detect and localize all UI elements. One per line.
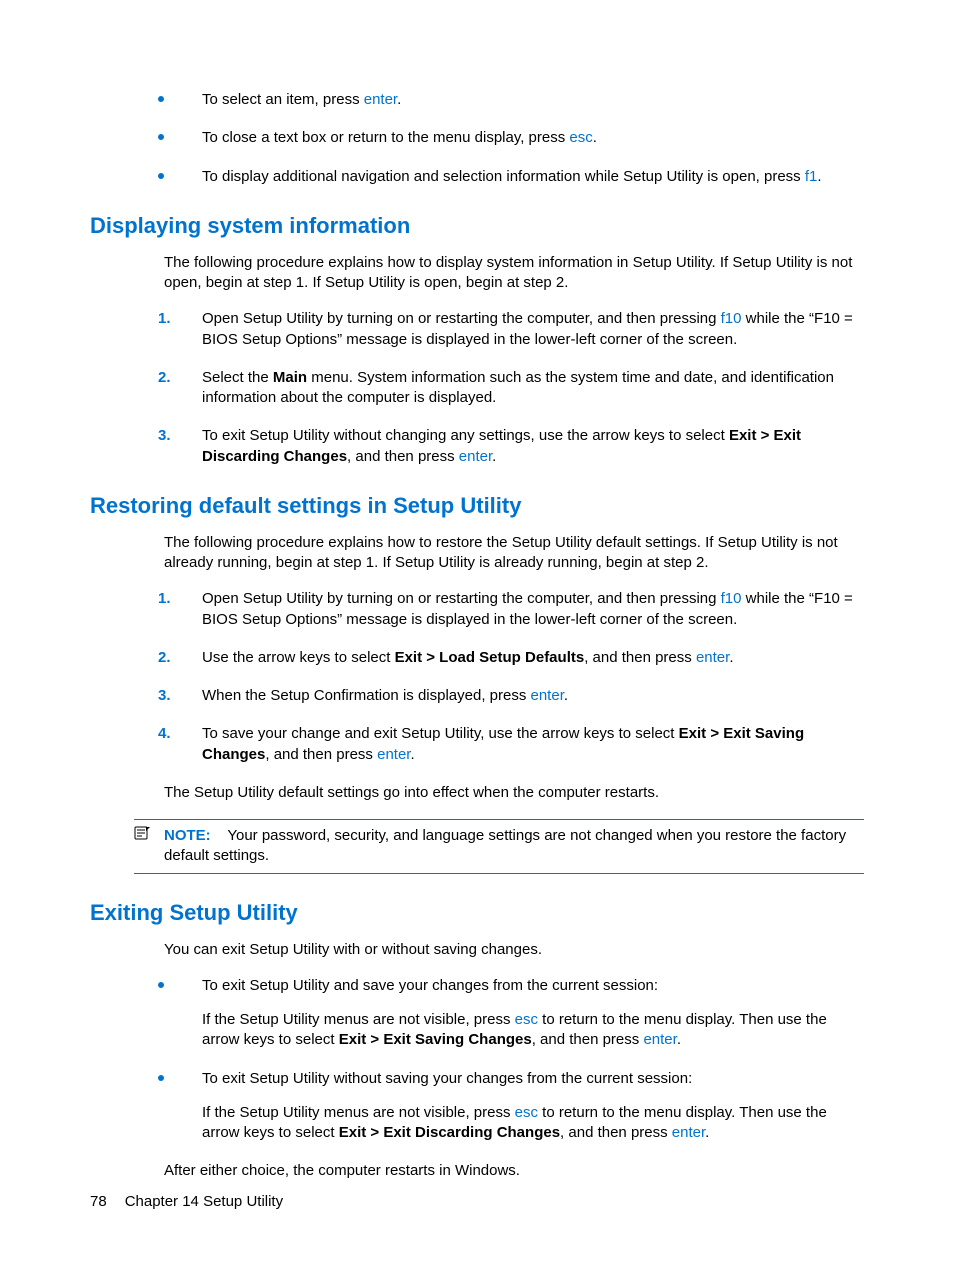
step-item: Use the arrow keys to select Exit > Load… [158, 648, 864, 668]
document-page: To select an item, press enter. To close… [0, 0, 954, 1270]
text: To exit Setup Utility without saving you… [202, 1070, 692, 1087]
text: Open Setup Utility by turning on or rest… [202, 590, 721, 607]
text: , and then press [265, 746, 377, 763]
note-callout: NOTE: Your password, security, and langu… [134, 819, 864, 874]
bold-text: Exit > Load Setup Defaults [395, 649, 585, 666]
text: . [593, 129, 597, 146]
text: , and then press [560, 1124, 672, 1141]
text: , and then press [584, 649, 696, 666]
text: To close a text box or return to the men… [202, 129, 569, 146]
step-item: Open Setup Utility by turning on or rest… [158, 589, 864, 630]
key-name: f10 [721, 590, 742, 607]
list-item: To close a text box or return to the men… [158, 128, 864, 148]
text: When the Setup Confirmation is displayed… [202, 687, 531, 704]
text: To save your change and exit Setup Utili… [202, 725, 679, 742]
heading-displaying-system-information: Displaying system information [90, 213, 864, 239]
section-intro: The following procedure explains how to … [164, 533, 864, 574]
text: To exit Setup Utility without changing a… [202, 427, 729, 444]
step-item: When the Setup Confirmation is displayed… [158, 686, 864, 706]
list-item: To display additional navigation and sel… [158, 167, 864, 187]
text: , and then press [347, 448, 459, 465]
page-number: 78 [90, 1193, 107, 1210]
paragraph: After either choice, the computer restar… [164, 1161, 864, 1181]
sub-paragraph: If the Setup Utility menus are not visib… [202, 1103, 864, 1144]
chapter-title: Chapter 14 Setup Utility [125, 1193, 283, 1210]
step-item: To save your change and exit Setup Utili… [158, 724, 864, 765]
bold-text: Exit > Exit Saving Changes [339, 1031, 532, 1048]
ordered-steps: Open Setup Utility by turning on or rest… [158, 589, 864, 765]
text: To exit Setup Utility and save your chan… [202, 977, 658, 994]
text: . [817, 168, 821, 185]
section-intro: The following procedure explains how to … [164, 253, 864, 294]
key-name: enter [377, 746, 410, 763]
list-item: To exit Setup Utility without saving you… [158, 1069, 864, 1144]
key-name: f10 [721, 310, 742, 327]
text: . [705, 1124, 709, 1141]
text: Use the arrow keys to select [202, 649, 395, 666]
text: . [729, 649, 733, 666]
note-label: NOTE: [164, 827, 211, 844]
step-item: Select the Main menu. System information… [158, 368, 864, 409]
key-name: enter [459, 448, 492, 465]
key-name: enter [672, 1124, 705, 1141]
text: . [397, 91, 401, 108]
sub-paragraph: If the Setup Utility menus are not visib… [202, 1010, 864, 1051]
paragraph: The Setup Utility default settings go in… [164, 783, 864, 803]
key-name: enter [696, 649, 729, 666]
text: To select an item, press [202, 91, 364, 108]
note-icon [134, 826, 152, 840]
text: If the Setup Utility menus are not visib… [202, 1104, 515, 1121]
key-name: enter [364, 91, 397, 108]
step-item: To exit Setup Utility without changing a… [158, 426, 864, 467]
page-footer: 78 Chapter 14 Setup Utility [90, 1193, 283, 1210]
key-name: esc [515, 1011, 538, 1028]
bold-text: Exit > Exit Discarding Changes [339, 1124, 560, 1141]
heading-restoring-default-settings: Restoring default settings in Setup Util… [90, 493, 864, 519]
text: Open Setup Utility by turning on or rest… [202, 310, 721, 327]
heading-exiting-setup-utility: Exiting Setup Utility [90, 900, 864, 926]
key-name: enter [643, 1031, 676, 1048]
list-item: To select an item, press enter. [158, 90, 864, 110]
ordered-steps: Open Setup Utility by turning on or rest… [158, 309, 864, 467]
intro-bullet-list: To select an item, press enter. To close… [158, 90, 864, 187]
text: If the Setup Utility menus are not visib… [202, 1011, 515, 1028]
list-item: To exit Setup Utility and save your chan… [158, 976, 864, 1051]
text: . [564, 687, 568, 704]
key-name: esc [569, 129, 592, 146]
text: . [677, 1031, 681, 1048]
step-item: Open Setup Utility by turning on or rest… [158, 309, 864, 350]
note-text [215, 827, 228, 844]
text: To display additional navigation and sel… [202, 168, 805, 185]
note-text: Your password, security, and language se… [164, 827, 846, 864]
text: . [492, 448, 496, 465]
text: . [410, 746, 414, 763]
key-name: esc [515, 1104, 538, 1121]
key-name: enter [531, 687, 564, 704]
bold-text: Main [273, 369, 307, 386]
bullet-list: To exit Setup Utility and save your chan… [158, 976, 864, 1144]
key-name: f1 [805, 168, 818, 185]
text: Select the [202, 369, 273, 386]
section-intro: You can exit Setup Utility with or witho… [164, 940, 864, 960]
text: , and then press [532, 1031, 644, 1048]
